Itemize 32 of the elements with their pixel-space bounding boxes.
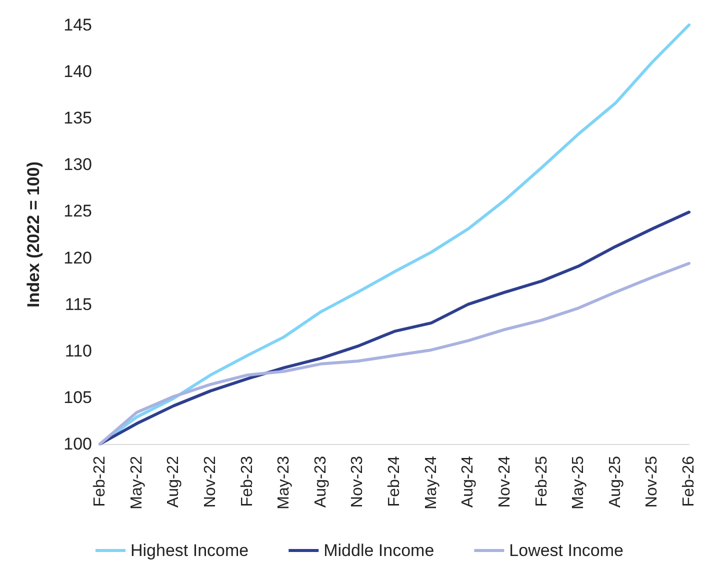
x-tick-label: May-22 bbox=[128, 456, 146, 510]
y-tick-label: 110 bbox=[64, 341, 92, 360]
x-tick-label: Feb-23 bbox=[238, 456, 256, 507]
x-tick-label: Aug-23 bbox=[312, 456, 330, 508]
x-tick-label: May-24 bbox=[422, 456, 440, 510]
y-tick-label: 140 bbox=[64, 62, 92, 82]
x-tick-label: Feb-24 bbox=[386, 456, 403, 507]
y-tick-label: 125 bbox=[64, 202, 92, 221]
y-tick-label: 100 bbox=[64, 434, 92, 454]
x-tick-label: Feb-26 bbox=[680, 456, 698, 507]
y-tick-label: 145 bbox=[64, 16, 92, 34]
x-tick-label: May-25 bbox=[570, 456, 588, 510]
x-tick-label: Aug-22 bbox=[165, 456, 182, 508]
y-tick-label: 115 bbox=[64, 294, 92, 314]
x-tick-label: Feb-25 bbox=[533, 456, 550, 507]
x-tick-label: Aug-24 bbox=[460, 456, 477, 508]
y-tick-label: 105 bbox=[64, 388, 92, 407]
x-tick-label: Nov-25 bbox=[644, 456, 661, 508]
legend-label: Highest Income bbox=[130, 541, 249, 560]
x-tick-label: Feb-22 bbox=[92, 456, 108, 507]
y-tick-label: 130 bbox=[64, 155, 92, 174]
legend-label: Middle Income bbox=[324, 541, 434, 560]
x-tick-label: Nov-24 bbox=[496, 456, 514, 508]
legend-label: Lowest Income bbox=[509, 541, 624, 560]
x-tick-label: May-23 bbox=[276, 456, 293, 510]
y-tick-label: 120 bbox=[64, 248, 92, 268]
x-tick-label: Nov-22 bbox=[202, 456, 219, 508]
x-tick-label: Aug-25 bbox=[606, 456, 624, 508]
line-series bbox=[98, 262, 690, 446]
y-axis-title: Index (2022 = 100) bbox=[24, 161, 43, 308]
x-tick-label: Nov-23 bbox=[349, 456, 366, 508]
y-tick-label: 135 bbox=[64, 108, 92, 128]
